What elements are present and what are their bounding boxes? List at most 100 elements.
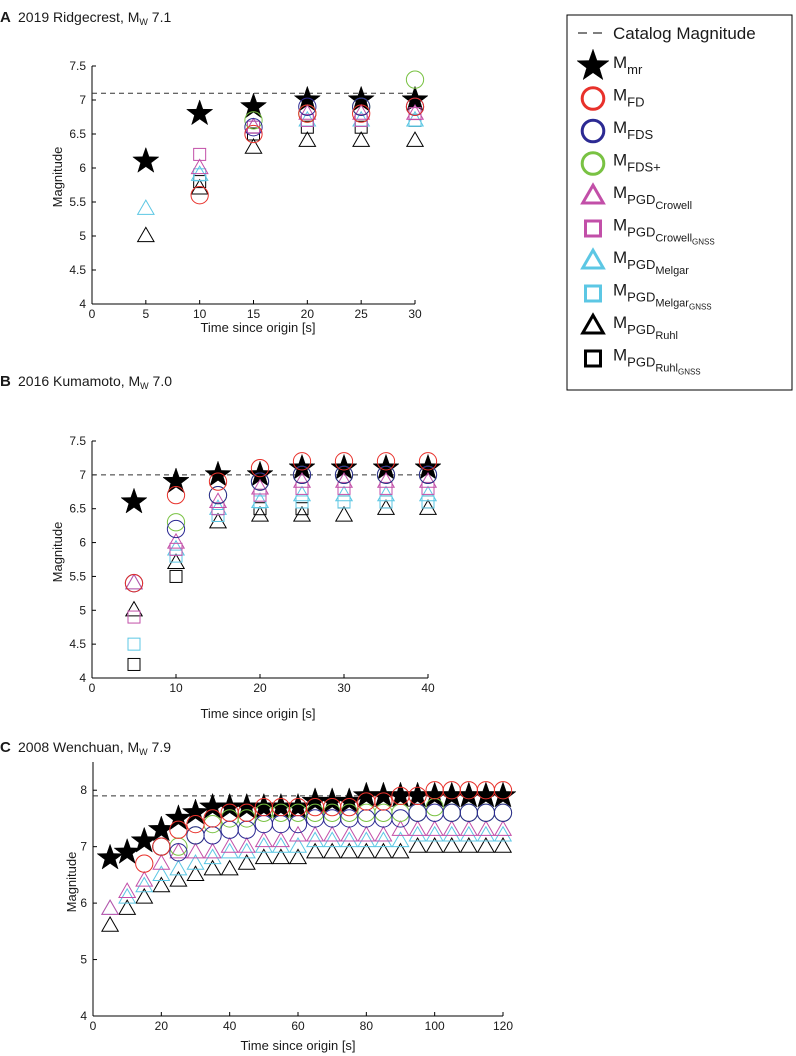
data-point-fd <box>493 781 513 800</box>
data-point-pgd_ruhl <box>254 848 273 865</box>
y-tick-label: 6 <box>80 896 87 910</box>
panel-title: 2008 Wenchuan, MW 7.9 <box>18 739 171 757</box>
series-pgd_crowell <box>190 103 425 175</box>
data-point-pgd_ruhl <box>391 842 410 859</box>
data-point-pgd_crowell_gnss <box>408 107 422 121</box>
data-point-fds <box>271 814 291 834</box>
data-point-fd <box>237 803 256 822</box>
data-point-mr <box>185 99 214 126</box>
data-point-pgd_melgar <box>271 837 290 853</box>
data-point-pgd_ruhl <box>340 842 359 859</box>
y-tick-label: 7 <box>79 468 86 482</box>
data-point-pgd_ruhl <box>323 842 342 859</box>
data-point-pgd_melgar <box>135 876 154 893</box>
data-point-pgd_melgar <box>418 485 438 502</box>
data-point-pgd_melgar_gnss <box>169 549 183 563</box>
data-point-pgd_melgar_gnss <box>247 120 260 134</box>
data-point-fds <box>292 465 312 484</box>
data-point-pgd_melgar <box>476 825 495 842</box>
panel-letter: B <box>0 373 11 390</box>
data-point-pgd_crowell <box>186 842 205 859</box>
data-point-pgd_melgar <box>334 485 354 502</box>
data-point-fd <box>408 786 427 806</box>
data-point-fds <box>208 486 228 505</box>
data-point-pgd_ruhl <box>186 865 205 882</box>
data-point-pgd_melgar_gnss <box>337 495 351 509</box>
data-point-pgd_ruhl <box>152 876 171 893</box>
series-fd <box>135 781 513 873</box>
data-point-pgd_ruhl <box>271 848 290 865</box>
data-point-fds <box>459 803 478 822</box>
data-point-pgd_crowell_gnss <box>295 481 309 495</box>
y-tick-label: 6 <box>79 536 86 550</box>
data-point-fds <box>237 820 256 839</box>
data-point-mr <box>120 487 148 514</box>
data-point-pgd_ruhl_gnss <box>300 120 314 134</box>
data-point-fd <box>298 104 317 123</box>
y-axis-title: Magnitude <box>50 147 65 208</box>
data-point-fd <box>203 809 222 828</box>
data-point-fds <box>418 465 438 484</box>
data-point-pgd_crowell <box>391 820 410 836</box>
x-tick-label: 15 <box>247 307 261 321</box>
data-point-mr <box>96 843 124 870</box>
data-point-pgd_crowell <box>323 825 342 842</box>
data-point-pgd_crowell <box>118 882 137 898</box>
data-point-pgd_ruhl <box>237 853 256 870</box>
data-point-pgd_ruhl <box>493 837 513 853</box>
data-point-pgd_ruhl <box>298 131 317 147</box>
series-pgd_ruhl_gnss <box>127 495 435 671</box>
triangle-icon <box>580 247 606 270</box>
data-point-fds <box>166 519 186 539</box>
data-point-fds <box>442 803 461 822</box>
y-tick-label: 6 <box>79 161 86 175</box>
data-point-pgd_crowell <box>190 158 209 175</box>
data-point-pgd_crowell <box>292 471 312 488</box>
data-point-mr <box>132 146 160 173</box>
data-point-pgd_ruhl <box>203 859 222 876</box>
x-tick-label: 30 <box>408 307 422 321</box>
x-axis-title: Time since origin [s] <box>200 320 315 335</box>
panel-letter: A <box>0 9 11 26</box>
data-point-pgd_crowell <box>135 870 154 887</box>
data-point-pgd_ruhl <box>334 505 354 522</box>
data-point-pgd_crowell <box>124 573 144 590</box>
legend-label: MFD <box>613 86 645 110</box>
data-point-fds <box>203 826 222 845</box>
circle-icon <box>580 86 606 111</box>
y-tick-label: 5 <box>79 603 86 617</box>
legend-label: MPGDCrowell <box>613 183 692 212</box>
data-point-fdsplus <box>244 111 263 130</box>
series-fds <box>244 97 425 137</box>
data-point-pgd_melgar_gnss <box>408 113 422 127</box>
data-point-pgd_crowell <box>493 820 513 836</box>
x-tick-label: 10 <box>193 307 207 321</box>
data-point-fd <box>186 814 205 834</box>
series-pgd_ruhl <box>101 837 513 932</box>
data-point-pgd_crowell <box>152 853 171 870</box>
data-point-pgd_melgar <box>118 887 137 904</box>
series-pgd_ruhl <box>124 499 438 617</box>
x-tick-label: 20 <box>253 681 267 695</box>
series-pgd_ruhl <box>136 131 425 243</box>
data-point-fd <box>376 452 396 471</box>
data-point-pgd_crowell <box>476 820 495 836</box>
legend-item-pgd_crowell: MPGDCrowell <box>580 182 692 212</box>
data-point-fds <box>476 803 496 822</box>
panel-title: 2016 Kumamoto, MW 7.0 <box>18 373 172 391</box>
data-point-pgd_melgar <box>250 492 270 509</box>
series-fds <box>124 465 438 593</box>
data-point-pgd_melgar <box>493 825 513 842</box>
y-tick-label: 4 <box>79 297 86 311</box>
data-point-pgd_crowell <box>376 471 396 488</box>
x-tick-label: 25 <box>354 307 368 321</box>
data-point-pgd_crowell <box>169 842 188 859</box>
legend-item-fdsplus: MFDS+ <box>580 151 661 176</box>
x-tick-label: 120 <box>493 1019 513 1033</box>
y-tick-label: 8 <box>80 783 87 797</box>
data-point-pgd_ruhl <box>208 512 228 529</box>
data-point-fd <box>244 124 263 144</box>
data-point-mr <box>239 92 268 119</box>
data-point-pgd_ruhl <box>408 837 427 853</box>
y-tick-label: 7 <box>79 93 86 107</box>
